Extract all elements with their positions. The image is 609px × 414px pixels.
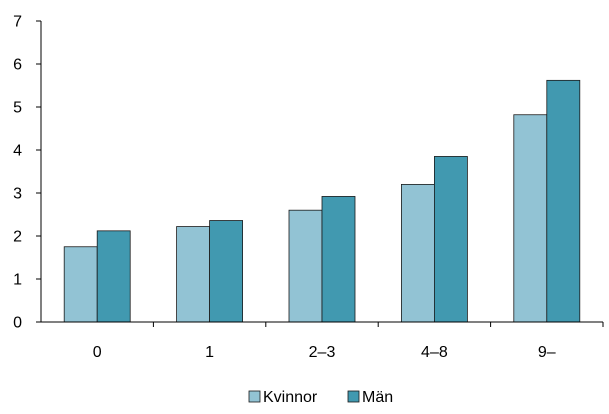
- legend-label: Män: [362, 389, 393, 406]
- bar-man-1: [209, 220, 244, 323]
- y-axis-ticks: 0 1 2 3 4 5 6 7: [13, 14, 41, 332]
- bar-kvinnor-4: [513, 114, 548, 323]
- y-tick-label: 2: [13, 229, 22, 246]
- bar-kvinnor-1: [176, 226, 211, 323]
- bar-kvinnor-0: [63, 246, 98, 323]
- legend-item-man: Män: [347, 389, 393, 406]
- bar-man-4: [546, 79, 581, 323]
- y-tick-label: 3: [13, 186, 22, 203]
- x-tick-label: 2–3: [309, 344, 336, 361]
- y-tick-label: 7: [13, 14, 22, 31]
- bar-kvinnor-2: [288, 209, 323, 323]
- y-tick-label: 6: [13, 57, 22, 74]
- legend-swatch: [347, 390, 360, 403]
- x-tick-label: 1: [205, 344, 214, 361]
- x-tick-label: 4–8: [421, 344, 448, 361]
- x-tick-label: 0: [93, 344, 102, 361]
- y-tick-label: 5: [13, 100, 22, 117]
- axes: [40, 21, 603, 323]
- bars: [63, 79, 581, 323]
- bar-man-3: [433, 156, 468, 323]
- bar-kvinnor-3: [400, 183, 435, 323]
- legend-item-kvinnor: Kvinnor: [248, 389, 318, 406]
- y-tick-label: 1: [13, 272, 22, 289]
- bar-man-2: [321, 196, 356, 323]
- y-tick-label: 4: [13, 143, 22, 160]
- legend-label: Kvinnor: [263, 389, 318, 406]
- bar-man-0: [96, 230, 131, 323]
- legend: Kvinnor Män: [248, 389, 393, 406]
- x-tick-label: 9–: [538, 344, 556, 361]
- legend-swatch: [248, 390, 261, 403]
- y-tick-label: 0: [13, 315, 22, 332]
- x-axis-labels: 0 1 2–3 4–8 9–: [93, 322, 604, 361]
